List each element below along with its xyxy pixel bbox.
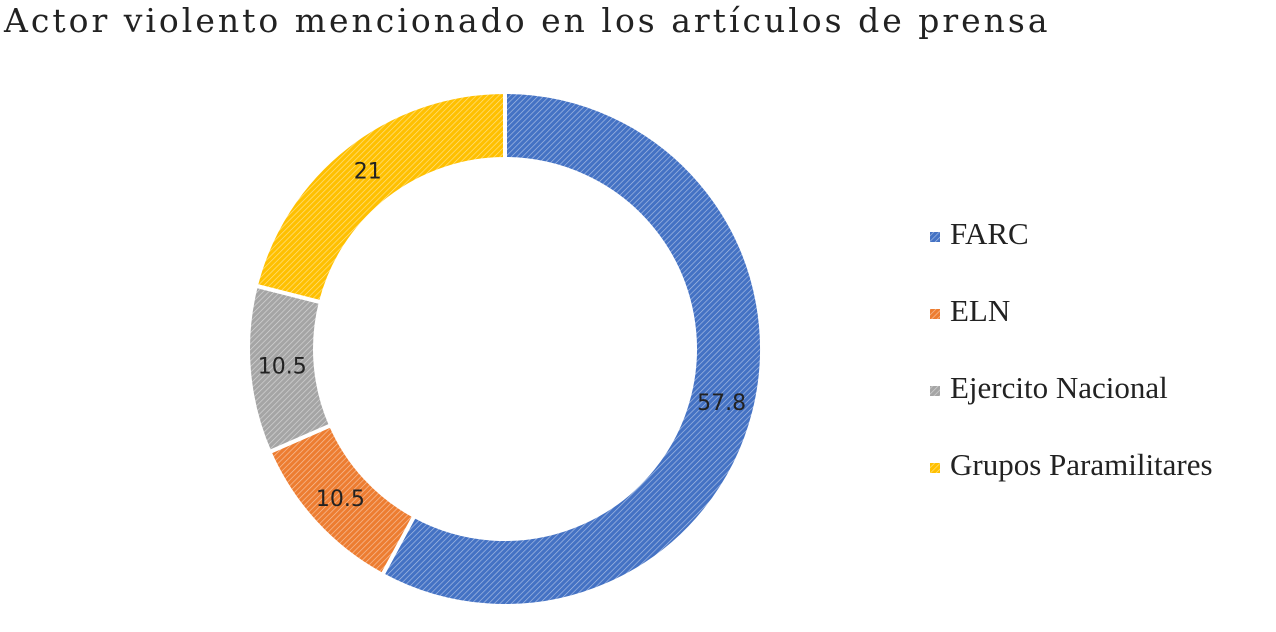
donut-slice xyxy=(379,89,764,608)
data-label: 10.5 xyxy=(258,354,307,379)
donut-slice xyxy=(253,89,507,305)
legend-marker xyxy=(930,309,940,319)
legend-marker xyxy=(930,232,940,242)
data-label: 57.8 xyxy=(697,391,746,416)
chart-title: Actor violento mencionado en los artícul… xyxy=(3,1,1051,40)
legend-label: FARC xyxy=(950,216,1029,251)
data-label: 21 xyxy=(354,160,382,185)
legend-label: Ejercito Nacional xyxy=(950,370,1168,405)
legend-marker xyxy=(930,386,940,396)
legend-label: Grupos Paramilitares xyxy=(950,447,1213,482)
data-label: 10.5 xyxy=(316,487,365,512)
legend-marker xyxy=(930,463,940,473)
legend-label: ELN xyxy=(950,293,1010,328)
